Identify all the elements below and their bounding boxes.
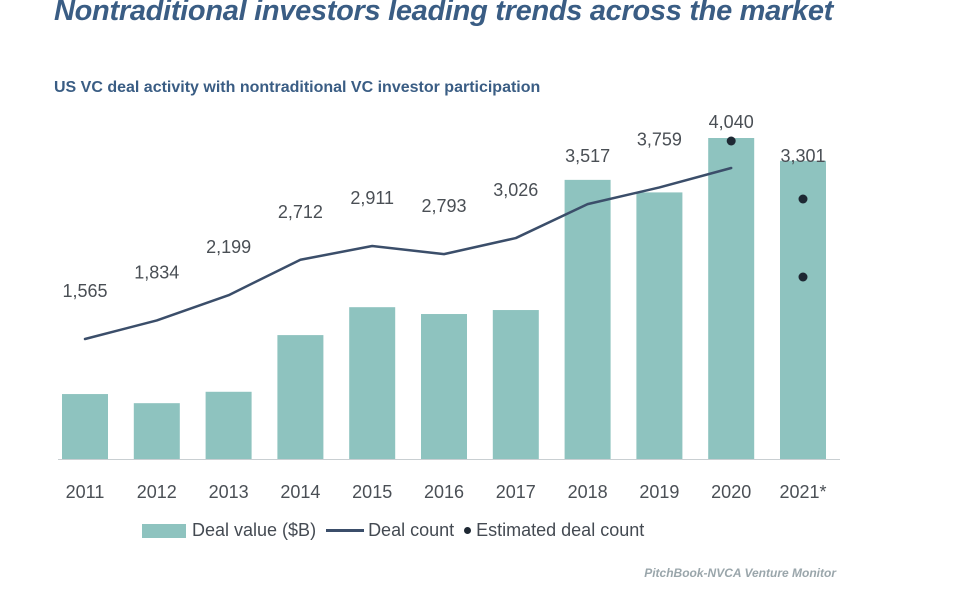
bar-2014 xyxy=(277,335,324,459)
bar-2016 xyxy=(421,314,467,459)
legend: Deal value ($B) Deal count Estimated dea… xyxy=(142,520,654,541)
bar-2011 xyxy=(62,394,108,459)
legend-item-deal-count: Deal count xyxy=(326,520,454,541)
estimated-dot-2020-0 xyxy=(726,136,736,146)
x-tick-label-2019: 2019 xyxy=(639,482,679,502)
bar-2015 xyxy=(349,307,396,459)
x-tick-label-2021*: 2021* xyxy=(779,482,826,502)
source-note: PitchBook-NVCA Venture Monitor xyxy=(644,566,836,580)
estimated-dot-2021*-1 xyxy=(798,194,808,204)
x-tick-label-2012: 2012 xyxy=(137,482,177,502)
data-label-2012: 1,834 xyxy=(134,262,179,282)
x-tick-label-2016: 2016 xyxy=(424,482,464,502)
data-label-2011: 1,565 xyxy=(62,281,107,301)
bar-2017 xyxy=(492,310,539,459)
data-label-2013: 2,199 xyxy=(206,237,251,257)
data-label-2021*: 3,301 xyxy=(780,146,825,166)
data-label-2016: 2,793 xyxy=(421,196,466,216)
legend-label-estimated: Estimated deal count xyxy=(476,520,645,540)
legend-swatch-dot xyxy=(464,527,472,534)
data-label-2015: 2,911 xyxy=(350,188,394,208)
legend-swatch-bar xyxy=(142,523,186,538)
legend-label-deal-count: Deal count xyxy=(368,520,455,540)
legend-swatch-line xyxy=(326,529,365,532)
x-tick-label-2018: 2018 xyxy=(568,482,608,502)
bar-2013 xyxy=(205,391,252,459)
legend-label-deal-value: Deal value ($B) xyxy=(192,520,317,540)
chart-subtitle: US VC deal activity with nontraditional … xyxy=(54,79,541,96)
bar-2018 xyxy=(564,179,611,459)
bar-2012 xyxy=(133,403,180,459)
legend-item-deal-value: Deal value ($B) xyxy=(142,520,316,541)
bar-2020 xyxy=(708,138,755,459)
data-label-2017: 3,026 xyxy=(493,180,538,200)
x-tick-label-2014: 2014 xyxy=(280,482,320,502)
data-label-2014: 2,712 xyxy=(278,202,323,222)
x-tick-label-2015: 2015 xyxy=(352,482,392,502)
estimated-dot-2021*-2 xyxy=(798,272,808,282)
data-label-2018: 3,517 xyxy=(565,146,610,166)
x-tick-label-2017: 2017 xyxy=(496,482,536,502)
chart-title: Nontraditional investors leading trends … xyxy=(54,0,833,27)
x-tick-label-2020: 2020 xyxy=(711,482,751,502)
deal-count-line xyxy=(83,166,733,341)
legend-item-estimated: Estimated deal count xyxy=(464,520,644,541)
bar-2021* xyxy=(780,160,826,459)
data-label-2020: 4,040 xyxy=(709,112,754,132)
x-tick-label-2011: 2011 xyxy=(66,482,105,502)
data-label-2019: 3,759 xyxy=(637,129,682,149)
x-tick-label-2013: 2013 xyxy=(209,482,249,502)
bar-2019 xyxy=(636,192,683,459)
